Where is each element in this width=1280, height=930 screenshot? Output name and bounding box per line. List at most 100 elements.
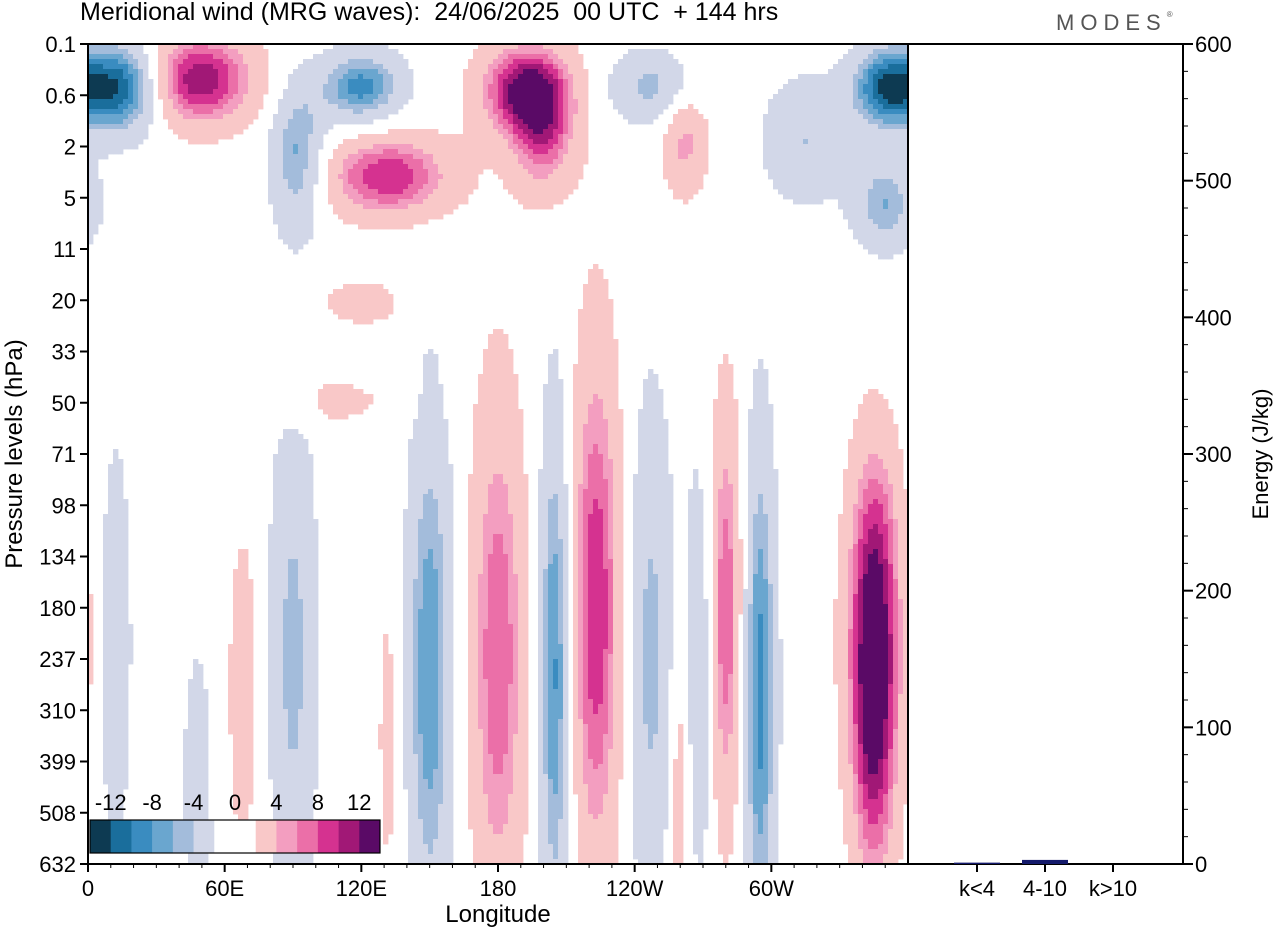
heatmap-cell (673, 89, 679, 95)
heatmap-cell (843, 129, 849, 135)
heatmap-cell (588, 269, 594, 275)
heatmap-cell (438, 444, 444, 450)
heatmap-cell (483, 64, 489, 70)
heatmap-cell (163, 94, 169, 100)
heatmap-cell (343, 289, 349, 295)
heatmap-cell (878, 214, 884, 220)
heatmap-cell (773, 144, 779, 150)
heatmap-cell (818, 99, 824, 105)
heatmap-cell (728, 459, 734, 465)
heatmap-cell (513, 69, 519, 75)
heatmap-cell (583, 349, 589, 355)
heatmap-cell (583, 84, 589, 90)
heatmap-cell (293, 189, 299, 195)
heatmap-cell (493, 54, 499, 60)
heatmap-cell (503, 384, 509, 390)
heatmap-cell (228, 124, 234, 130)
heatmap-cell (783, 99, 789, 105)
heatmap-cell (508, 394, 514, 400)
heatmap-cell (368, 139, 374, 145)
heatmap-cell (858, 139, 864, 145)
heatmap-cell (858, 434, 864, 440)
heatmap-cell (808, 74, 814, 80)
heatmap-cell (258, 59, 264, 65)
heatmap-cell (288, 164, 294, 170)
heatmap-cell (538, 64, 544, 70)
heatmap-cell (203, 44, 209, 50)
heatmap-cell (118, 59, 124, 65)
heatmap-cell (338, 314, 344, 320)
heatmap-cell (503, 104, 509, 110)
heatmap-cell (538, 59, 544, 65)
heatmap-cell (763, 459, 769, 465)
heatmap-cell (663, 154, 669, 160)
heatmap-cell (288, 429, 294, 435)
heatmap-cell (863, 399, 869, 405)
heatmap-cell (413, 129, 419, 135)
heatmap-cell (583, 129, 589, 135)
heatmap-cell (878, 449, 884, 455)
heatmap-cell (218, 109, 224, 115)
heatmap-cell (813, 134, 819, 140)
heatmap-cell (883, 109, 889, 115)
heatmap-cell (373, 69, 379, 75)
heatmap-cell (393, 189, 399, 195)
heatmap-cell (308, 59, 314, 65)
heatmap-cell (783, 164, 789, 170)
heatmap-cell (583, 434, 589, 440)
heatmap-cell (838, 189, 844, 195)
heatmap-cell (403, 219, 409, 225)
heatmap-cell (233, 84, 239, 90)
heatmap-cell (403, 99, 409, 105)
heatmap-cell (518, 49, 524, 55)
heatmap-cell (338, 409, 344, 415)
heatmap-cell (558, 459, 564, 465)
heatmap-cell (903, 169, 909, 175)
heatmap-cell (653, 69, 659, 75)
heatmap-cell (848, 194, 854, 200)
heatmap-cell (393, 159, 399, 165)
heatmap-cell (693, 174, 699, 180)
heatmap-cell (183, 49, 189, 55)
heatmap-cell (358, 79, 364, 85)
heatmap-cell (433, 354, 439, 360)
heatmap-cell (758, 389, 764, 395)
heatmap-cell (288, 79, 294, 85)
heatmap-cell (118, 139, 124, 145)
heatmap-cell (293, 129, 299, 135)
heatmap-cell (613, 449, 619, 455)
heatmap-cell (323, 384, 329, 390)
heatmap-cell (343, 174, 349, 180)
heatmap-cell (598, 324, 604, 330)
heatmap-cell (858, 219, 864, 225)
heatmap-cell (203, 139, 209, 145)
heatmap-cell (283, 189, 289, 195)
heatmap-cell (338, 174, 344, 180)
heatmap-cell (333, 154, 339, 160)
heatmap-cell (343, 144, 349, 150)
heatmap-cell (758, 444, 764, 450)
heatmap-cell (823, 194, 829, 200)
heatmap-cell (468, 104, 474, 110)
heatmap-cell (243, 44, 249, 50)
heatmap-cell (598, 279, 604, 285)
heatmap-cell (433, 179, 439, 185)
heatmap-cell (368, 154, 374, 160)
heatmap-cell (623, 109, 629, 115)
heatmap-cell (473, 184, 479, 190)
heatmap-cell (758, 454, 764, 460)
heatmap-cell (518, 429, 524, 435)
heatmap-cell (283, 214, 289, 220)
heatmap-cell (858, 59, 864, 65)
heatmap-cell (573, 454, 579, 460)
heatmap-cell (423, 189, 429, 195)
heatmap-cell (488, 434, 494, 440)
heatmap-cell (93, 79, 99, 85)
heatmap-cell (203, 129, 209, 135)
heatmap-cell (478, 409, 484, 415)
heatmap-cell (283, 234, 289, 240)
heatmap-cell (293, 164, 299, 170)
heatmap-cell (403, 184, 409, 190)
heatmap-cell (388, 59, 394, 65)
heatmap-cell (258, 99, 264, 105)
